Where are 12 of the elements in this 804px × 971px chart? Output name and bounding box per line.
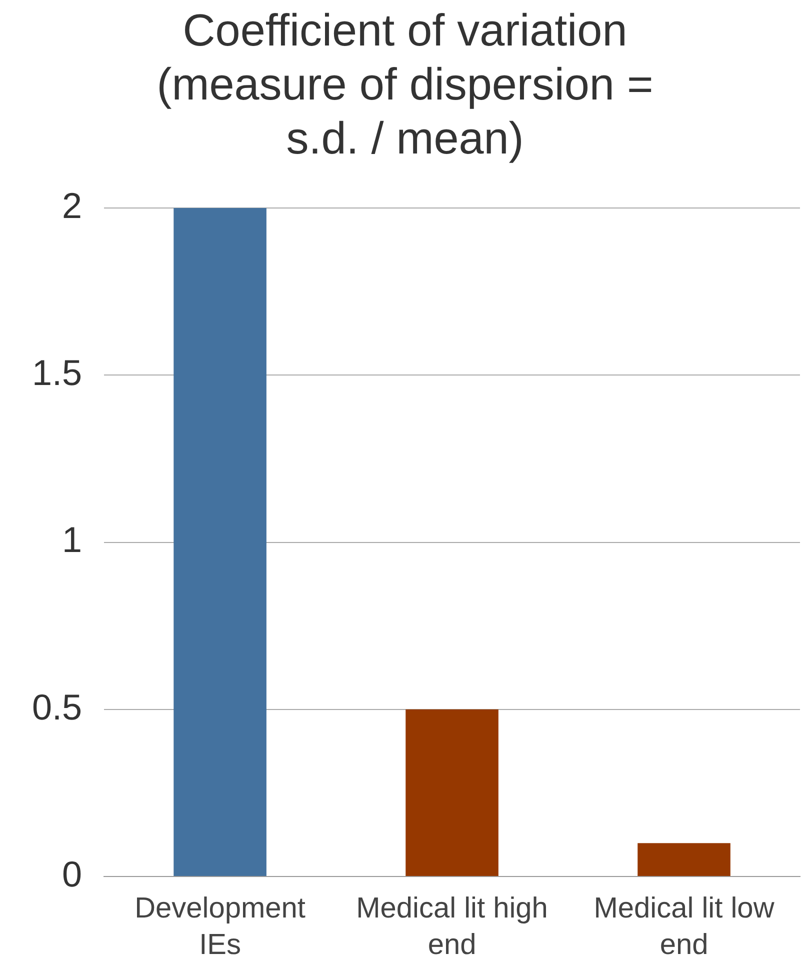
y-tick-label: 1 [62,519,82,560]
y-tick-label: 0 [62,853,82,894]
y-tick-label: 0.5 [32,686,82,728]
y-tick-label: 1.5 [32,352,82,394]
bar [174,208,266,876]
y-tick-label: 2 [62,184,82,226]
bar [406,709,498,876]
bar [638,843,730,876]
x-tick-label: Medical lit low end [594,892,776,961]
chart-title: Coefficient of variation (measure of dispersion = s.d. / mean) [156,4,654,164]
x-tick-label: Medical lit high end [356,892,548,961]
x-tick-label: Development IEs [134,892,306,961]
